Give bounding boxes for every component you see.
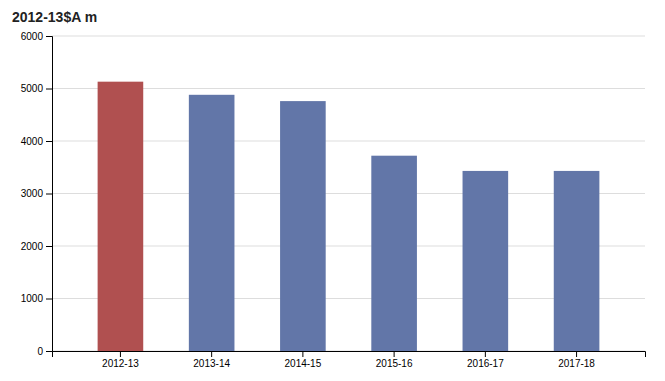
x-tick-label: 2013-14 <box>193 358 230 369</box>
x-tick: 2016-17 <box>467 351 504 369</box>
y-tick: 5000 <box>21 83 52 94</box>
x-tick-label: 2014-15 <box>285 358 322 369</box>
y-axis-line <box>46 37 53 352</box>
x-tick-mark <box>211 351 212 357</box>
bar <box>98 82 144 351</box>
y-tick-mark <box>46 351 52 352</box>
x-tick-label: 2016-17 <box>467 358 504 369</box>
y-tick-label: 2000 <box>21 241 44 252</box>
x-axis: 2012-13 2013-14 2014-15 2015-16 2016-17 2017-… <box>53 351 646 369</box>
y-tick: 2000 <box>21 241 52 252</box>
bars <box>98 82 600 351</box>
y-axis: 0 1000 2000 3000 4000 5000 6000 <box>21 31 53 357</box>
y-tick-label: 5000 <box>21 83 44 94</box>
x-axis-line <box>53 352 646 358</box>
x-tick-mark <box>576 351 577 357</box>
x-tick: 2017-18 <box>558 351 595 369</box>
y-tick-label: 6000 <box>21 31 44 42</box>
bar <box>189 95 235 351</box>
x-tick: 2014-15 <box>285 351 322 369</box>
grid-line <box>52 36 645 37</box>
y-tick: 3000 <box>21 188 52 199</box>
bar <box>554 171 600 351</box>
bar <box>280 101 326 351</box>
title: 2012-13$A m <box>12 9 97 25</box>
x-tick-label: 2012-13 <box>102 358 139 369</box>
x-tick-label: 2017-18 <box>558 358 595 369</box>
y-tick: 6000 <box>21 31 52 42</box>
y-tick-label: 0 <box>37 346 43 357</box>
y-tick-mark <box>46 246 52 247</box>
x-tick-label: 2015-16 <box>376 358 413 369</box>
x-tick: 2012-13 <box>102 351 139 369</box>
bar <box>371 156 417 351</box>
y-tick-label: 4000 <box>21 136 44 147</box>
y-tick: 1000 <box>21 293 52 304</box>
x-tick-mark <box>120 351 121 357</box>
y-tick-mark <box>46 194 52 195</box>
y-tick-mark <box>46 299 52 300</box>
y-tick: 4000 <box>21 136 52 147</box>
bar <box>463 171 509 351</box>
chart: 01000200030004000500060002012-132013-142… <box>0 0 665 381</box>
plot: 01000200030004000500060002012-132013-142… <box>21 31 646 369</box>
y-tick-mark <box>46 141 52 142</box>
x-tick: 2015-16 <box>376 351 413 369</box>
y-tick-mark <box>46 89 52 90</box>
x-tick-mark <box>485 351 486 357</box>
y-tick: 0 <box>37 346 52 357</box>
grid <box>52 36 645 351</box>
y-tick-label: 3000 <box>21 188 44 199</box>
x-tick: 2013-14 <box>193 351 230 369</box>
y-tick-label: 1000 <box>21 293 44 304</box>
x-tick-mark <box>302 351 303 357</box>
y-tick-mark <box>46 36 52 37</box>
x-tick-mark <box>394 351 395 357</box>
